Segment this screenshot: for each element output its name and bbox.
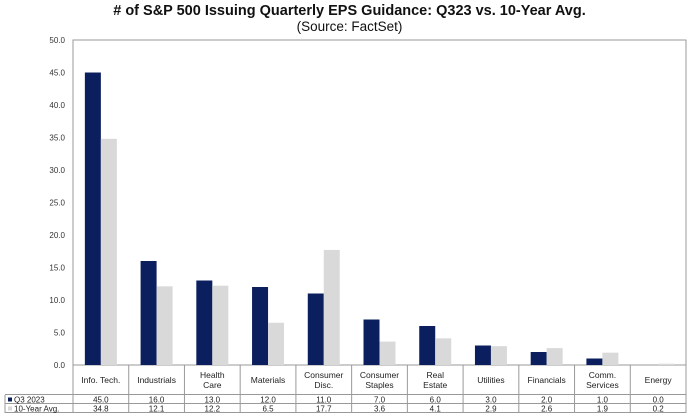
- legend-swatch: [8, 406, 12, 411]
- data-value: 2.6: [541, 405, 553, 413]
- category-label: Industrials: [137, 375, 176, 385]
- data-value: 45.0: [93, 396, 109, 405]
- data-value: 13.0: [205, 396, 221, 405]
- data-value: 2.9: [485, 405, 497, 413]
- category-label: Financials: [528, 375, 566, 385]
- category-label: Utilities: [477, 375, 504, 385]
- chart-subtitle: (Source: FactSet): [296, 19, 403, 34]
- data-value: 4.1: [430, 405, 442, 413]
- bar-q3-2023: [419, 326, 436, 365]
- category-label: Consumer: [360, 370, 399, 380]
- y-tick-label: 35.0: [49, 134, 65, 143]
- category-label: Estate: [423, 380, 447, 390]
- bar-q3-2023: [307, 293, 324, 365]
- category-label: Real: [426, 370, 444, 380]
- category-label: Comm.: [589, 370, 616, 380]
- data-value: 6.0: [430, 396, 442, 405]
- bar-q3-2023: [196, 280, 213, 365]
- y-tick-label: 5.0: [54, 329, 66, 338]
- y-tick-label: 50.0: [49, 36, 65, 45]
- category-label: Health: [200, 370, 225, 380]
- bar-10-year-avg: [435, 338, 452, 365]
- y-tick-label: 0.0: [54, 361, 66, 370]
- data-value: 0.2: [653, 405, 665, 413]
- data-value: 3.6: [374, 405, 386, 413]
- bar-q3-2023: [252, 287, 269, 365]
- bar-10-year-avg: [100, 138, 117, 365]
- y-tick-label: 20.0: [49, 231, 65, 240]
- bar-10-year-avg: [212, 285, 229, 365]
- bar-q3-2023: [474, 345, 491, 365]
- data-value: 16.0: [149, 396, 165, 405]
- bar-10-year-avg: [268, 322, 285, 365]
- bar-10-year-avg: [323, 249, 340, 365]
- legend-label: Q3 2023: [14, 396, 45, 405]
- data-value: 7.0: [374, 396, 386, 405]
- y-tick-label: 40.0: [49, 101, 65, 110]
- bar-10-year-avg: [658, 363, 675, 365]
- category-label: Energy: [645, 375, 673, 385]
- y-tick-label: 45.0: [49, 69, 65, 78]
- data-value: 17.7: [316, 405, 332, 413]
- data-value: 1.9: [597, 405, 609, 413]
- data-value: 2.0: [541, 396, 553, 405]
- category-label: Care: [203, 380, 222, 390]
- bar-10-year-avg: [379, 341, 396, 365]
- y-tick-label: 10.0: [49, 296, 65, 305]
- category-label: Staples: [365, 380, 393, 390]
- data-value: 12.0: [260, 396, 276, 405]
- data-value: 12.2: [205, 405, 221, 413]
- category-label: Consumer: [304, 370, 343, 380]
- bar-q3-2023: [84, 72, 101, 365]
- bar-q3-2023: [140, 261, 157, 365]
- bar-10-year-avg: [546, 348, 563, 365]
- legend-swatch: [8, 397, 12, 402]
- data-value: 3.0: [485, 396, 497, 405]
- y-tick-label: 25.0: [49, 199, 65, 208]
- data-value: 11.0: [316, 396, 332, 405]
- chart-title: # of S&P 500 Issuing Quarterly EPS Guida…: [113, 3, 586, 19]
- category-label: Info. Tech.: [81, 375, 120, 385]
- y-tick-label: 30.0: [49, 166, 65, 175]
- bar-q3-2023: [586, 358, 603, 365]
- data-value: 34.8: [93, 405, 109, 413]
- data-value: 0.0: [653, 396, 665, 405]
- bar-q3-2023: [530, 352, 547, 365]
- bar-10-year-avg: [156, 286, 173, 365]
- bar-q3-2023: [363, 319, 380, 365]
- category-label: Services: [586, 380, 619, 390]
- data-value: 6.5: [262, 405, 274, 413]
- category-label: Disc.: [314, 380, 333, 390]
- y-tick-label: 15.0: [49, 264, 65, 273]
- bar-10-year-avg: [490, 346, 507, 365]
- category-label: Materials: [251, 375, 285, 385]
- data-value: 1.0: [597, 396, 609, 405]
- legend-label: 10-Year Avg.: [14, 405, 59, 413]
- bar-10-year-avg: [602, 352, 619, 365]
- data-value: 12.1: [149, 405, 165, 413]
